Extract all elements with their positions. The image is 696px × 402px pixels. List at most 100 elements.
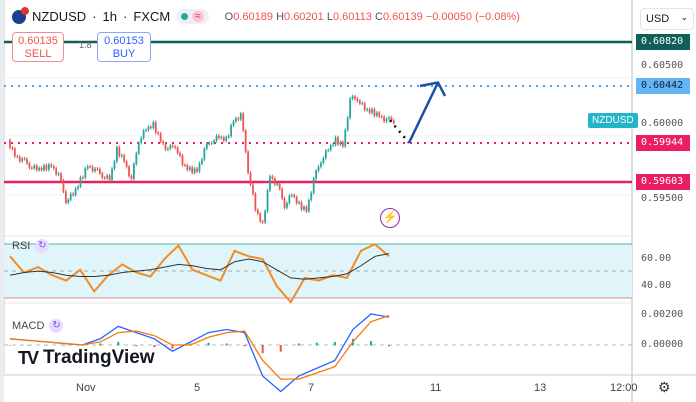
candle-body bbox=[115, 147, 118, 162]
macd-histogram-bar bbox=[388, 345, 390, 347]
candle-body bbox=[208, 143, 211, 145]
candle-body bbox=[288, 195, 291, 204]
candle-body bbox=[222, 137, 225, 141]
candle-body bbox=[361, 103, 364, 105]
candle-body bbox=[351, 96, 354, 99]
candle-body bbox=[159, 133, 162, 142]
rsi-ma-line bbox=[9, 253, 390, 280]
candle-body bbox=[264, 211, 266, 223]
candle-body bbox=[33, 165, 36, 169]
separator: · bbox=[92, 9, 97, 24]
candle-body bbox=[227, 136, 230, 138]
candle-body bbox=[133, 163, 135, 179]
candle-body bbox=[252, 184, 254, 194]
market-open-icon bbox=[181, 13, 189, 20]
candle-body bbox=[210, 142, 213, 144]
buy-label: BUY bbox=[112, 48, 136, 60]
lightning-icon[interactable]: ⚡ bbox=[380, 208, 400, 228]
symbol-tag: NZDUSD bbox=[588, 113, 638, 128]
candle-body bbox=[72, 193, 75, 196]
arrow-head-icon bbox=[419, 81, 447, 97]
candle-body bbox=[26, 158, 28, 164]
candle-body bbox=[375, 112, 378, 116]
candle-body bbox=[259, 213, 262, 222]
candle-body bbox=[332, 144, 335, 146]
candle-body bbox=[128, 166, 130, 177]
candle-body bbox=[111, 168, 113, 181]
candle-body bbox=[21, 158, 24, 162]
candle-body bbox=[167, 148, 169, 150]
candle-body bbox=[230, 125, 232, 137]
sell-button[interactable]: 0.60135 SELL bbox=[12, 32, 64, 62]
sell-price: 0.60135 bbox=[18, 35, 58, 47]
interval[interactable]: 1h bbox=[102, 9, 117, 24]
candle-body bbox=[312, 178, 315, 193]
candle-body bbox=[303, 206, 305, 210]
macd-tick: 0.00000 bbox=[641, 339, 684, 350]
candle-body bbox=[349, 98, 352, 118]
candle-body bbox=[43, 165, 45, 171]
candle-body bbox=[120, 155, 123, 157]
macd-title: MACD bbox=[12, 320, 45, 332]
price-tick: 0.59500 bbox=[641, 193, 684, 204]
candle-body bbox=[47, 164, 50, 170]
candle-body bbox=[276, 183, 279, 185]
candle-body bbox=[91, 166, 94, 172]
candle-body bbox=[344, 129, 347, 147]
macd-histogram-bar bbox=[117, 341, 120, 346]
candle-body bbox=[84, 168, 87, 178]
chart-canvas[interactable] bbox=[4, 0, 696, 402]
candle-body bbox=[385, 118, 388, 122]
symbol-name[interactable]: NZDUSD bbox=[32, 9, 87, 24]
macd-histogram-bar bbox=[135, 345, 138, 347]
candle-body bbox=[55, 168, 58, 175]
candle-body bbox=[108, 175, 111, 181]
buy-price: 0.60153 bbox=[104, 35, 144, 47]
candle-body bbox=[50, 164, 53, 167]
candle-body bbox=[62, 180, 65, 192]
candle-body bbox=[239, 113, 242, 120]
candle-body bbox=[225, 137, 228, 141]
candle-body bbox=[89, 166, 92, 168]
macd-tick: 0.00200 bbox=[641, 309, 684, 320]
candle-body bbox=[98, 168, 101, 174]
macd-histogram-bar bbox=[261, 345, 264, 354]
currency-select[interactable]: USD ⌄ bbox=[640, 8, 694, 30]
candle-body bbox=[366, 109, 369, 111]
candle-body bbox=[137, 142, 140, 154]
candle-body bbox=[392, 120, 395, 124]
time-tick: 12:00 bbox=[610, 382, 638, 394]
market-status[interactable]: ≈ bbox=[176, 9, 209, 24]
candle-body bbox=[322, 158, 325, 163]
candle-body bbox=[171, 145, 174, 147]
price-label-support-2: 0.59603 bbox=[636, 174, 690, 190]
candle-body bbox=[188, 167, 191, 170]
price-label-target: 0.60442 bbox=[636, 78, 690, 94]
candle-body bbox=[79, 177, 82, 187]
candle-body bbox=[373, 109, 376, 116]
buy-button[interactable]: 0.60153 BUY bbox=[97, 32, 151, 62]
candle-body bbox=[9, 140, 11, 148]
candle-body bbox=[164, 143, 167, 150]
macd-histogram-bar bbox=[171, 345, 174, 349]
rsi-tick: 40.00 bbox=[641, 280, 672, 291]
candle-body bbox=[60, 173, 62, 181]
candle-body bbox=[123, 155, 126, 162]
candle-body bbox=[193, 168, 196, 173]
candle-body bbox=[135, 153, 138, 164]
candle-body bbox=[295, 196, 298, 204]
macd-label[interactable]: MACD ↻ bbox=[12, 319, 64, 333]
candle-body bbox=[125, 161, 128, 167]
refresh-icon[interactable]: ↻ bbox=[49, 319, 64, 333]
candle-body bbox=[220, 137, 223, 139]
rsi-label[interactable]: RSI ↻ bbox=[12, 239, 50, 253]
settings-icon[interactable]: ⚙ bbox=[658, 379, 671, 395]
macd-histogram-bar bbox=[279, 345, 282, 352]
refresh-icon[interactable]: ↻ bbox=[35, 239, 50, 253]
candle-body bbox=[324, 150, 327, 159]
candle-body bbox=[293, 195, 296, 197]
macd-histogram-bar bbox=[315, 342, 318, 346]
candle-body bbox=[162, 141, 164, 144]
candle-body bbox=[269, 176, 271, 191]
time-tick: 7 bbox=[308, 382, 315, 394]
